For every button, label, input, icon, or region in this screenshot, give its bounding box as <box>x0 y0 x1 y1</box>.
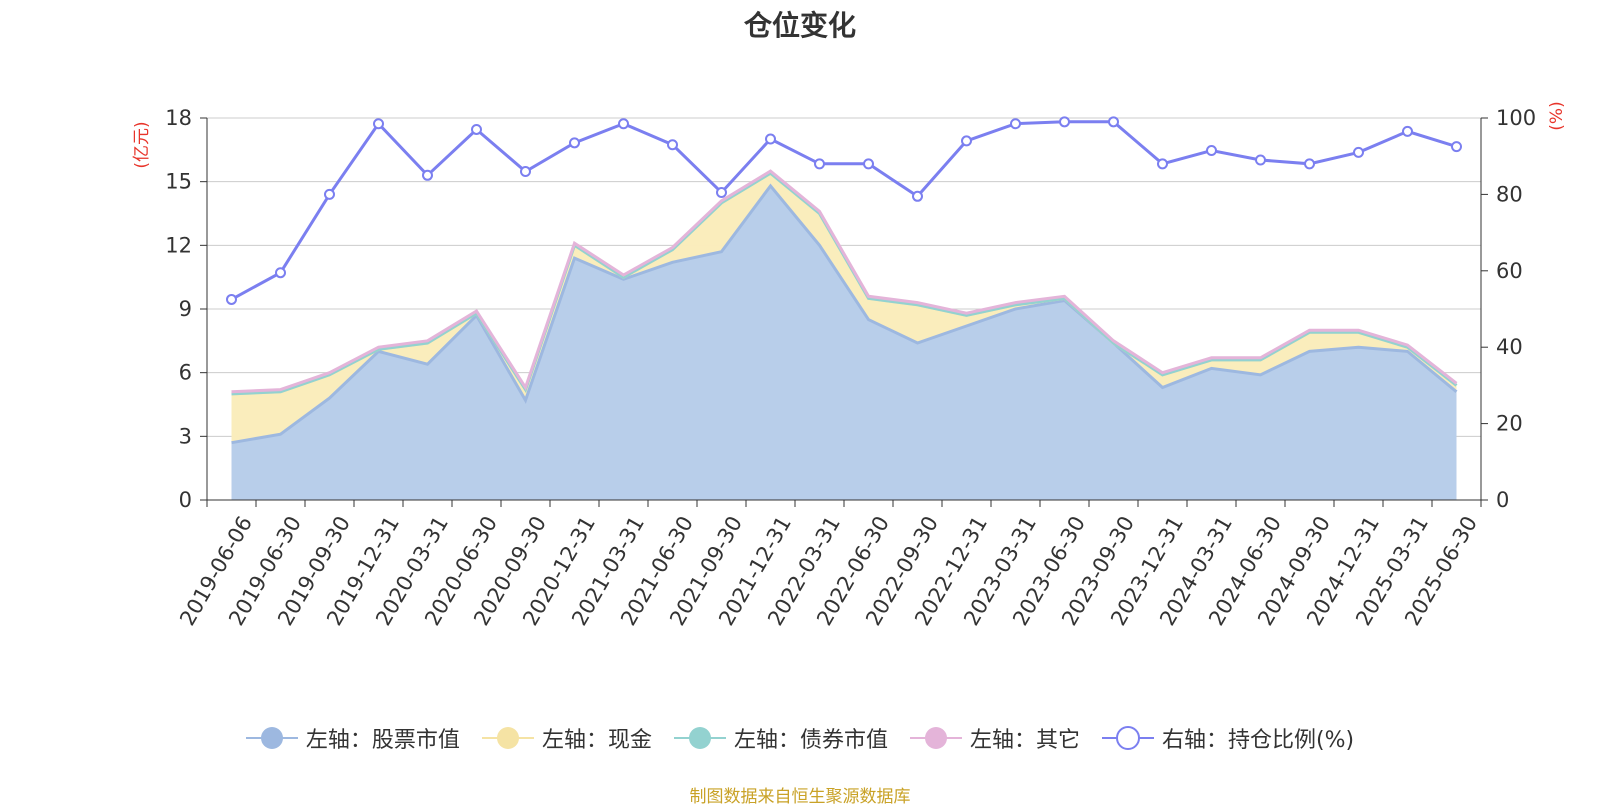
ratio-point <box>1108 116 1119 128</box>
line-holding-ratio <box>230 120 1457 301</box>
legend-item[interactable]: 右轴：持仓比例(%) <box>1101 722 1355 754</box>
legend: 左轴：股票市值 左轴：现金 左轴：债券市值 左轴：其它 右轴：持仓比例(%) <box>0 722 1600 754</box>
legend-marker-icon <box>1101 726 1154 750</box>
ratio-point <box>569 137 580 149</box>
ratio-point <box>1255 154 1266 166</box>
legend-item[interactable]: 左轴：债券市值 <box>673 722 888 754</box>
ratio-point <box>912 190 923 202</box>
ratio-point <box>1304 158 1315 170</box>
line-左轴：股票市值 <box>231 183 1458 445</box>
legend-label: 左轴：其它 <box>969 728 1080 753</box>
ratio-point <box>1059 116 1070 128</box>
ratio-point <box>863 158 874 170</box>
y-right-tick-label: 100 <box>1496 106 1536 130</box>
ratio-point <box>716 186 727 198</box>
ratio-point <box>961 135 972 147</box>
ratio-point <box>814 158 825 170</box>
y-right-tick-label: 20 <box>1496 412 1523 436</box>
y-left-tick-label: 12 <box>165 233 192 257</box>
ratio-point <box>1206 144 1217 156</box>
legend-label: 右轴：持仓比例(%) <box>1161 728 1355 753</box>
ratio-point <box>765 133 776 145</box>
legend-marker-icon <box>673 727 726 749</box>
legend-item[interactable]: 左轴：股票市值 <box>245 722 460 754</box>
ratio-point <box>667 139 678 151</box>
y-left-axis-label: (亿元) <box>132 121 152 168</box>
ratio-point <box>373 118 384 130</box>
legend-label: 左轴：现金 <box>541 728 652 753</box>
ratio-point <box>1010 118 1021 130</box>
ratio-point <box>471 123 482 135</box>
y-left-tick-label: 3 <box>179 424 192 448</box>
ratio-point <box>1451 141 1462 153</box>
legend-item[interactable]: 左轴：现金 <box>481 722 652 754</box>
legend-item[interactable]: 左轴：其它 <box>909 722 1080 754</box>
ratio-point <box>520 165 531 177</box>
y-left-tick-label: 15 <box>165 170 192 194</box>
chart-title: 仓位变化 <box>743 9 856 42</box>
y-right-tick-label: 60 <box>1496 259 1523 283</box>
y-right-tick-label: 0 <box>1496 488 1509 512</box>
y-right-tick-label: 80 <box>1496 182 1523 206</box>
legend-marker-icon <box>481 727 534 749</box>
series-lines <box>230 120 1458 445</box>
ratio-point <box>275 267 286 279</box>
y-right-tick-label: 40 <box>1496 335 1523 359</box>
ratio-points <box>226 116 1462 305</box>
line-左轴：其它 <box>231 169 1458 394</box>
legend-label: 左轴：股票市值 <box>305 728 460 753</box>
legend-marker-icon <box>909 727 962 749</box>
data-source-note: 制图数据来自恒生聚源数据库 <box>689 787 911 807</box>
ratio-point <box>226 293 237 305</box>
ratio-point <box>618 118 629 130</box>
area-左轴：股票市值 <box>231 185 1457 500</box>
y-left-tick-label: 9 <box>179 297 192 321</box>
ratio-point <box>1402 125 1413 137</box>
ratio-point <box>1157 158 1168 170</box>
y-left-tick-label: 0 <box>179 488 192 512</box>
ratio-point <box>1353 146 1364 158</box>
y-left-tick-label: 6 <box>179 361 192 385</box>
y-right-axis-label: (%) <box>1547 101 1567 130</box>
stacked-areas <box>231 171 1457 500</box>
ratio-point <box>324 188 335 200</box>
legend-label: 左轴：债券市值 <box>733 728 888 753</box>
legend-marker-icon <box>245 727 298 749</box>
y-left-tick-label: 18 <box>165 106 192 130</box>
ratio-point <box>422 169 433 181</box>
